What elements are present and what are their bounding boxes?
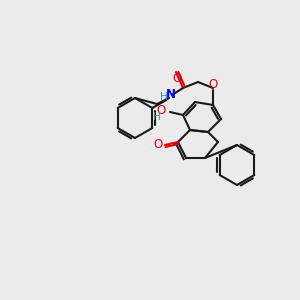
Text: O: O <box>208 79 217 92</box>
Text: O: O <box>156 103 166 116</box>
Text: O: O <box>153 137 163 151</box>
Text: O: O <box>172 71 182 85</box>
Text: H: H <box>153 112 161 122</box>
Text: N: N <box>166 88 176 100</box>
Text: H: H <box>160 92 168 102</box>
